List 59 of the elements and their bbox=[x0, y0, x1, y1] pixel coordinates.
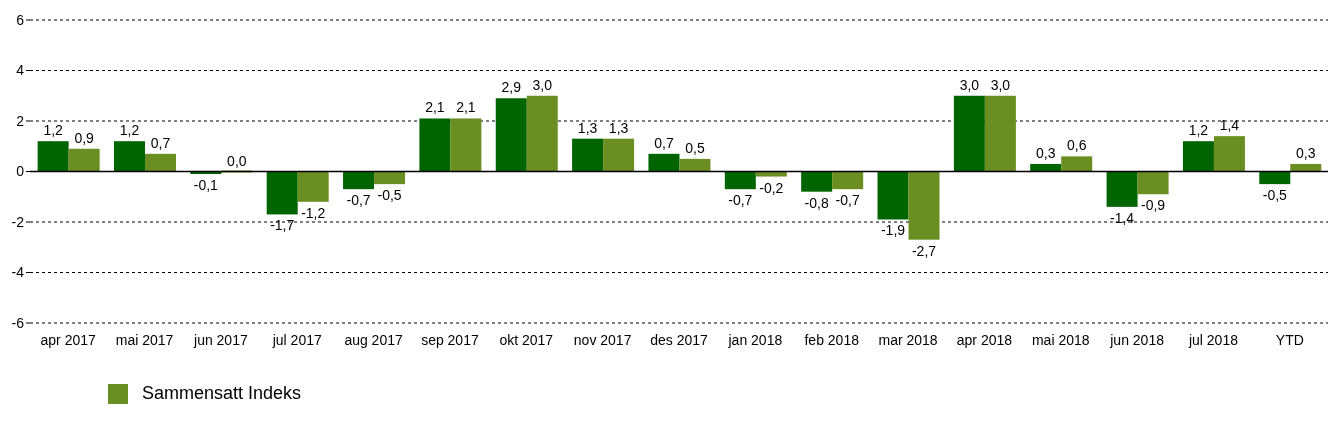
y-tick-label: 4 bbox=[16, 62, 25, 79]
data-label: 1,4 bbox=[1219, 117, 1240, 134]
data-label: -0,7 bbox=[835, 192, 860, 209]
data-label: 3,0 bbox=[990, 76, 1011, 93]
data-label: -0,1 bbox=[193, 177, 219, 194]
x-tick-label: apr 2018 bbox=[956, 332, 1013, 348]
y-tick-label: -2 bbox=[11, 213, 25, 230]
data-label: 1,3 bbox=[608, 119, 629, 136]
legend-label: Sammensatt Indeks bbox=[142, 383, 302, 404]
x-tick-label: des 2017 bbox=[650, 332, 709, 348]
data-label: -0,5 bbox=[1262, 187, 1288, 204]
data-label: 2,1 bbox=[456, 99, 476, 116]
data-label: 0,6 bbox=[1066, 137, 1087, 154]
data-label: 1,2 bbox=[43, 122, 64, 139]
data-label: -0,9 bbox=[1141, 197, 1166, 214]
data-label: -0,7 bbox=[346, 192, 371, 209]
x-tick-label: YTD bbox=[1275, 332, 1304, 348]
data-label: 2,1 bbox=[425, 99, 445, 116]
data-label: 1,3 bbox=[577, 119, 598, 136]
data-label: -1,4 bbox=[1110, 209, 1135, 226]
x-tick-label: nov 2017 bbox=[573, 332, 632, 348]
data-label: 2,9 bbox=[501, 79, 522, 96]
x-tick-label: sep 2017 bbox=[421, 332, 479, 348]
x-tick-label: apr 2017 bbox=[40, 332, 97, 348]
y-tick-label: -4 bbox=[11, 264, 25, 281]
data-label: 0,7 bbox=[150, 134, 171, 151]
x-tick-label: jun 2017 bbox=[193, 332, 248, 348]
x-tick-label: mai 2017 bbox=[115, 332, 174, 348]
data-label: 3,0 bbox=[532, 76, 553, 93]
data-label: -2,7 bbox=[911, 242, 937, 259]
data-label: 1,2 bbox=[119, 122, 140, 139]
data-label: 0,5 bbox=[685, 139, 705, 156]
x-tick-label: aug 2017 bbox=[344, 332, 403, 348]
data-label: -0,8 bbox=[804, 194, 829, 211]
data-label: -0,5 bbox=[377, 187, 402, 204]
x-tick-label: jul 2017 bbox=[271, 332, 322, 348]
x-tick-label: jul 2018 bbox=[1187, 332, 1239, 348]
x-tick-label: jan 2018 bbox=[727, 332, 783, 348]
data-label: 0,9 bbox=[74, 129, 95, 146]
x-tick-label: mai 2018 bbox=[1031, 332, 1090, 348]
y-tick-label: 6 bbox=[16, 11, 25, 28]
data-label: -0,7 bbox=[728, 192, 753, 209]
y-tick-label: -6 bbox=[11, 314, 25, 331]
data-label: 0,3 bbox=[1035, 144, 1056, 161]
y-tick-label: 0 bbox=[16, 163, 25, 180]
data-label: -0,2 bbox=[759, 179, 784, 196]
y-tick-label: 2 bbox=[16, 112, 25, 129]
data-label: 0,3 bbox=[1296, 144, 1316, 161]
data-label: -1,7 bbox=[270, 217, 295, 234]
x-tick-label: okt 2017 bbox=[499, 332, 554, 348]
data-label: 3,0 bbox=[959, 76, 980, 93]
data-label: -1,9 bbox=[880, 222, 906, 239]
data-label: -1,2 bbox=[301, 204, 326, 221]
data-label: 1,2 bbox=[1188, 122, 1209, 139]
data-label: 0,7 bbox=[654, 134, 674, 151]
x-tick-label: mar 2018 bbox=[878, 332, 938, 348]
data-label: 0,0 bbox=[227, 152, 247, 169]
x-tick-label: feb 2018 bbox=[804, 332, 860, 348]
x-tick-label: jun 2018 bbox=[1109, 332, 1165, 348]
